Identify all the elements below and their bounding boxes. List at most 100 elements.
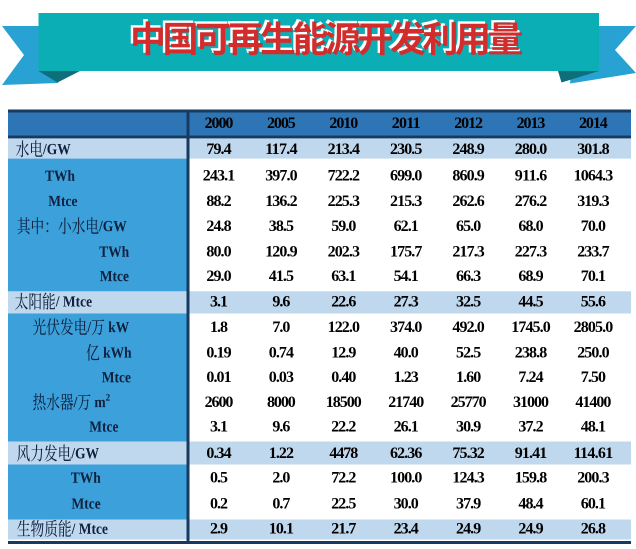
svg-text:202.3: 202.3 <box>328 244 360 261</box>
svg-text:80.0: 80.0 <box>206 244 231 261</box>
svg-text:243.1: 243.1 <box>203 168 235 185</box>
svg-text:9.6: 9.6 <box>272 419 290 436</box>
svg-text:200.3: 200.3 <box>577 470 609 487</box>
svg-text:30.0: 30.0 <box>394 496 419 513</box>
svg-text:68.9: 68.9 <box>518 268 543 285</box>
svg-text:120.9: 120.9 <box>265 244 297 261</box>
svg-text:0.5: 0.5 <box>210 470 228 487</box>
svg-text:0.74: 0.74 <box>269 345 294 362</box>
svg-text:699.0: 699.0 <box>390 168 422 185</box>
svg-text:374.0: 374.0 <box>390 319 422 336</box>
svg-text:122.0: 122.0 <box>328 319 360 336</box>
svg-text:0.01: 0.01 <box>206 369 231 386</box>
svg-text:3.1: 3.1 <box>210 419 228 436</box>
svg-text:217.3: 217.3 <box>452 244 484 261</box>
svg-text:24.9: 24.9 <box>456 521 481 538</box>
svg-text:2011: 2011 <box>392 115 421 132</box>
svg-text:7.50: 7.50 <box>581 369 606 386</box>
svg-text:1064.3: 1064.3 <box>574 168 614 185</box>
svg-text:319.3: 319.3 <box>577 193 609 210</box>
svg-text:12.9: 12.9 <box>331 345 356 362</box>
svg-text:38.5: 38.5 <box>269 218 294 235</box>
svg-text:52.5: 52.5 <box>456 345 481 362</box>
svg-text:215.3: 215.3 <box>390 193 422 210</box>
svg-text:24.9: 24.9 <box>518 521 543 538</box>
svg-text:66.3: 66.3 <box>456 268 481 285</box>
svg-text:40.0: 40.0 <box>394 345 419 362</box>
svg-text:27.3: 27.3 <box>394 293 419 310</box>
svg-text:301.8: 301.8 <box>577 141 609 158</box>
svg-text:250.0: 250.0 <box>577 345 609 362</box>
svg-text:2600: 2600 <box>205 394 234 411</box>
svg-text:1.60: 1.60 <box>456 369 481 386</box>
svg-text:70.1: 70.1 <box>581 268 606 285</box>
svg-text:2000: 2000 <box>205 115 234 132</box>
svg-text:227.3: 227.3 <box>515 244 547 261</box>
svg-text:26.8: 26.8 <box>581 521 606 538</box>
svg-text:30.9: 30.9 <box>456 419 481 436</box>
svg-text:4478: 4478 <box>329 445 358 462</box>
svg-text:54.1: 54.1 <box>394 268 419 285</box>
svg-text:175.7: 175.7 <box>390 244 422 261</box>
svg-text:230.5: 230.5 <box>390 141 422 158</box>
svg-text:75.32: 75.32 <box>452 445 484 462</box>
svg-text:37.9: 37.9 <box>456 496 481 513</box>
svg-text:65.0: 65.0 <box>456 218 481 235</box>
svg-text:48.1: 48.1 <box>581 419 606 436</box>
svg-text:1.23: 1.23 <box>394 369 419 386</box>
svg-text:31000: 31000 <box>513 394 549 411</box>
svg-text:1.8: 1.8 <box>210 319 228 336</box>
svg-text:68.0: 68.0 <box>518 218 543 235</box>
svg-text:0.19: 0.19 <box>206 345 231 362</box>
svg-text:25770: 25770 <box>451 394 487 411</box>
svg-text:23.4: 23.4 <box>394 521 419 538</box>
svg-text:1745.0: 1745.0 <box>511 319 551 336</box>
svg-text:124.3: 124.3 <box>452 470 484 487</box>
svg-text:2.0: 2.0 <box>272 470 290 487</box>
svg-text:59.0: 59.0 <box>331 218 356 235</box>
svg-text:280.0: 280.0 <box>515 141 547 158</box>
svg-text:238.8: 238.8 <box>515 345 547 362</box>
svg-text:2805.0: 2805.0 <box>574 319 614 336</box>
svg-text:44.5: 44.5 <box>518 293 543 310</box>
svg-text:0.2: 0.2 <box>210 496 228 513</box>
svg-text:2.9: 2.9 <box>210 521 228 538</box>
svg-text:88.2: 88.2 <box>206 193 231 210</box>
svg-text:55.6: 55.6 <box>581 293 606 310</box>
svg-text:2012: 2012 <box>454 115 483 132</box>
svg-text:79.4: 79.4 <box>206 141 231 158</box>
svg-text:159.8: 159.8 <box>515 470 547 487</box>
svg-text:100.0: 100.0 <box>390 470 422 487</box>
svg-text:8000: 8000 <box>267 394 296 411</box>
svg-text:0.34: 0.34 <box>206 445 231 462</box>
svg-text:492.0: 492.0 <box>452 319 484 336</box>
svg-text:117.4: 117.4 <box>265 141 297 158</box>
svg-text:262.6: 262.6 <box>452 193 484 210</box>
svg-text:48.4: 48.4 <box>518 496 543 513</box>
svg-text:41400: 41400 <box>575 394 611 411</box>
svg-text:7.24: 7.24 <box>518 369 543 386</box>
svg-text:26.1: 26.1 <box>394 419 419 436</box>
svg-text:0.40: 0.40 <box>331 369 356 386</box>
svg-text:21.7: 21.7 <box>331 521 356 538</box>
svg-text:225.3: 225.3 <box>328 193 360 210</box>
svg-text:397.0: 397.0 <box>265 168 297 185</box>
svg-text:24.8: 24.8 <box>206 218 231 235</box>
svg-text:213.4: 213.4 <box>328 141 360 158</box>
svg-text:248.9: 248.9 <box>452 141 484 158</box>
svg-text:233.7: 233.7 <box>577 244 609 261</box>
svg-text:60.1: 60.1 <box>581 496 606 513</box>
svg-text:9.6: 9.6 <box>272 293 290 310</box>
svg-text:7.0: 7.0 <box>272 319 290 336</box>
svg-text:32.5: 32.5 <box>456 293 481 310</box>
svg-text:2013: 2013 <box>517 115 546 132</box>
svg-text:1.22: 1.22 <box>269 445 294 462</box>
svg-text:722.2: 722.2 <box>328 168 360 185</box>
svg-text:41.5: 41.5 <box>269 268 294 285</box>
svg-text:29.0: 29.0 <box>206 268 231 285</box>
svg-text:22.6: 22.6 <box>331 293 356 310</box>
svg-text:2014: 2014 <box>579 115 608 132</box>
svg-text:0.03: 0.03 <box>269 369 294 386</box>
svg-text:22.2: 22.2 <box>331 419 356 436</box>
svg-text:62.1: 62.1 <box>394 218 419 235</box>
